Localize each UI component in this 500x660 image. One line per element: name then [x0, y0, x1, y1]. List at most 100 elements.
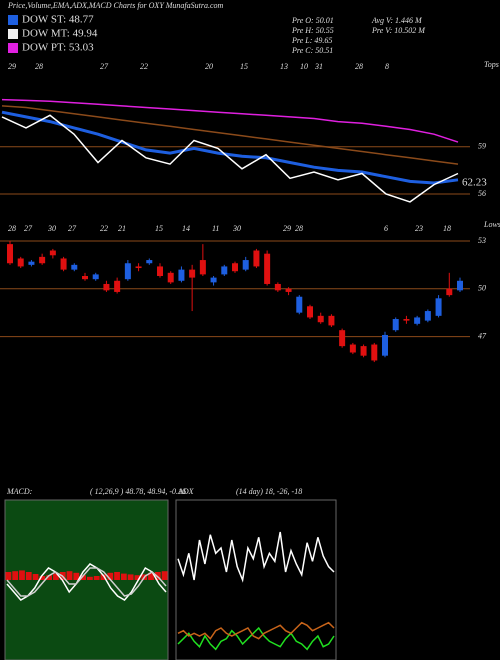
line-series [177, 621, 335, 640]
date-label: 20 [205, 62, 213, 71]
histogram-bar [100, 574, 107, 580]
date-label: 27 [24, 224, 33, 233]
histogram-bar [19, 570, 25, 580]
date-label: 28 [295, 224, 303, 233]
candle-body [92, 274, 99, 280]
histogram-bar [114, 572, 120, 580]
candle-body [435, 298, 442, 316]
histogram-bar [93, 576, 100, 580]
histogram-bar [5, 572, 12, 580]
date-label: 28 [355, 62, 363, 71]
candle-body [339, 330, 346, 347]
panel-title: MACD: [6, 487, 33, 496]
candle-body [7, 244, 13, 264]
candle-body [49, 250, 56, 256]
candle-body [296, 296, 303, 313]
candle-body [403, 319, 410, 321]
page-title: Price,Volume,EMA,ADX,MACD Charts for OXY… [7, 1, 224, 10]
legend-swatch [8, 15, 18, 25]
date-label: 22 [140, 62, 148, 71]
date-label: 15 [155, 224, 163, 233]
histogram-bar [32, 574, 39, 580]
y-tick-label: 47 [478, 331, 487, 340]
panel-title: ADX [177, 487, 195, 496]
top-label: Tops [484, 60, 499, 69]
candle-body [210, 277, 217, 283]
candle-body [285, 288, 292, 292]
histogram-bar [73, 572, 80, 580]
histogram-bar [53, 573, 59, 580]
histogram-bar [148, 572, 154, 580]
histogram-bar [87, 576, 93, 580]
legend-swatch [8, 29, 18, 39]
panel-subtitle: ( 12,26,9 ) 48.78, 48.94, -0.16 [90, 487, 186, 496]
line-series [1, 105, 459, 165]
legend-label: DOW PT: 53.03 [22, 42, 94, 54]
line-series [177, 531, 335, 583]
date-label: 27 [100, 62, 109, 71]
candle-body [274, 283, 281, 291]
histogram-bar [161, 571, 168, 580]
candle-body [446, 288, 453, 296]
line-series [1, 98, 459, 143]
histogram-bar [39, 576, 46, 580]
candle-body [328, 315, 335, 326]
candle-body [382, 334, 388, 356]
candle-body [199, 260, 206, 275]
date-label: 27 [68, 224, 77, 233]
candle-body [371, 344, 378, 361]
y-tick-label: 53 [478, 236, 486, 245]
date-label: 28 [8, 224, 16, 233]
legend-swatch [8, 43, 18, 53]
date-label: 21 [118, 224, 126, 233]
candle-body [317, 315, 324, 323]
candle-body [157, 266, 163, 276]
date-label: 11 [212, 224, 219, 233]
stat: Pre V: 10.502 M [371, 26, 426, 35]
price-label: 62.23 [462, 177, 487, 189]
histogram-bar [80, 575, 86, 580]
panel-background [175, 499, 337, 660]
line-series [1, 114, 459, 203]
candle-body [178, 269, 185, 281]
bottom-label: Lows [483, 220, 500, 229]
date-label: 30 [232, 224, 241, 233]
stat: Pre C: 50.51 [291, 46, 333, 55]
date-label: 15 [240, 62, 248, 71]
y-tick-label: 56 [478, 189, 486, 198]
candle-body [307, 306, 313, 318]
candle-body [135, 266, 142, 269]
line-series [1, 110, 459, 185]
histogram-bar [107, 572, 114, 580]
line-series [6, 563, 167, 601]
candle-body [392, 319, 399, 331]
date-label: 28 [35, 62, 43, 71]
candle-body [424, 311, 431, 321]
candle-body [167, 272, 174, 283]
legend-label: DOW MT: 49.94 [22, 28, 98, 40]
candle-body [221, 266, 228, 275]
date-label: 8 [385, 62, 389, 71]
candle-body [17, 258, 24, 267]
candle-body [103, 283, 110, 291]
date-label: 22 [100, 224, 108, 233]
candle-body [264, 253, 271, 284]
y-tick-label: 50 [478, 284, 486, 293]
panel-background [4, 499, 169, 660]
date-label: 14 [182, 224, 190, 233]
candle-body [349, 344, 356, 353]
candle-body [414, 317, 421, 324]
date-label: 31 [314, 62, 323, 71]
candle-body [189, 269, 196, 278]
histogram-bar [25, 572, 32, 580]
date-label: 18 [443, 224, 451, 233]
date-label: 30 [47, 224, 56, 233]
date-label: 13 [280, 62, 288, 71]
date-label: 29 [8, 62, 16, 71]
histogram-bar [66, 571, 73, 580]
date-label: 23 [415, 224, 423, 233]
line-series [177, 626, 335, 651]
date-label: 6 [384, 224, 388, 233]
